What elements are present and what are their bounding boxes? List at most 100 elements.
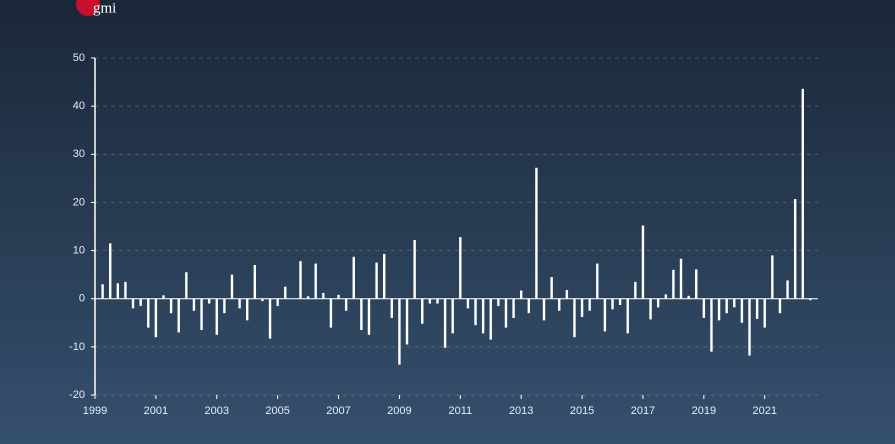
bar: [588, 298, 591, 311]
bar: [809, 298, 812, 301]
bar: [717, 298, 721, 321]
bar: [504, 298, 508, 328]
bar: [489, 298, 492, 340]
bar: [367, 298, 371, 335]
bar: [466, 298, 470, 309]
y-tick-label: -10: [69, 341, 85, 353]
bar: [542, 298, 546, 321]
bar: [649, 298, 652, 320]
bar: [497, 298, 500, 306]
bar: [573, 298, 576, 338]
bar: [725, 298, 728, 314]
bar: [413, 239, 416, 299]
bar: [535, 167, 538, 299]
bar: [390, 298, 394, 318]
bar: [748, 298, 751, 356]
x-tick-label: 2019: [692, 405, 716, 417]
bar: [154, 298, 158, 338]
bar: [276, 298, 279, 306]
bar: [710, 298, 713, 352]
bar: [565, 290, 569, 299]
x-tick-label: 2015: [570, 405, 594, 417]
logo: gmi: [93, 0, 116, 16]
x-tick-label: 2013: [509, 405, 533, 417]
bar: [375, 262, 378, 299]
bar: [177, 298, 180, 333]
bar: [740, 298, 744, 323]
bar: [185, 272, 188, 299]
bar: [672, 269, 675, 299]
bar: [793, 199, 797, 299]
bar: [162, 295, 165, 299]
bar: [527, 298, 530, 314]
bar: [656, 298, 660, 308]
y-tick-label: 20: [73, 196, 85, 208]
bar: [603, 298, 607, 332]
bar: [558, 298, 561, 311]
x-tick-label: 2005: [265, 405, 289, 417]
x-tick-label: 2001: [144, 405, 168, 417]
bar: [238, 298, 241, 309]
bar: [801, 88, 804, 299]
bar: [360, 298, 363, 331]
bar: [352, 256, 355, 299]
x-tick-label: 2011: [448, 405, 472, 417]
bar: [679, 258, 683, 299]
bar: [299, 261, 302, 299]
x-tick-label: 2003: [205, 405, 229, 417]
x-tick-label: 2009: [387, 405, 411, 417]
bar: [611, 298, 614, 310]
bar: [451, 298, 454, 334]
bar: [337, 294, 340, 299]
bar: [344, 298, 348, 311]
bar: [459, 237, 462, 299]
bar: [481, 298, 485, 334]
bar: [550, 277, 553, 299]
bar: [116, 283, 120, 299]
logo-mark: [76, 0, 100, 16]
bar: [755, 298, 759, 319]
bar: [634, 281, 637, 299]
y-tick-label: 0: [79, 293, 85, 305]
bar: [306, 296, 310, 299]
bar: [223, 298, 226, 314]
bar: [702, 298, 706, 318]
bar: [200, 298, 203, 331]
x-tick-label: 2007: [326, 405, 350, 417]
bar: [786, 280, 789, 299]
bar: [314, 263, 317, 299]
bar: [246, 298, 249, 321]
bar: [474, 298, 477, 326]
bar: [733, 298, 736, 308]
bar: [383, 253, 386, 299]
y-tick-label: 30: [73, 148, 85, 160]
bar: [580, 298, 584, 318]
bar: [618, 298, 622, 305]
x-tick-label: 2021: [752, 405, 776, 417]
bar: [428, 298, 432, 304]
x-tick-label: 1999: [83, 405, 107, 417]
bar: [139, 298, 142, 306]
y-tick-label: 10: [73, 244, 85, 256]
bar: [519, 290, 523, 299]
bar: [405, 298, 409, 345]
bar: [664, 294, 667, 299]
y-tick-label: 50: [73, 52, 85, 64]
bar: [687, 295, 690, 299]
bar: [109, 243, 112, 299]
bar: [261, 298, 264, 302]
bar: [436, 298, 439, 304]
bar: [147, 298, 150, 328]
bar: [421, 298, 424, 324]
bar: [763, 298, 766, 328]
bar: [641, 225, 645, 299]
bar: [443, 298, 447, 348]
bar: [695, 269, 698, 299]
bar: [192, 298, 196, 311]
x-tick-label: 2017: [631, 405, 655, 417]
bar: [215, 298, 218, 335]
y-tick-label: -20: [69, 389, 85, 401]
bar: [124, 281, 127, 299]
bar: [771, 255, 774, 299]
